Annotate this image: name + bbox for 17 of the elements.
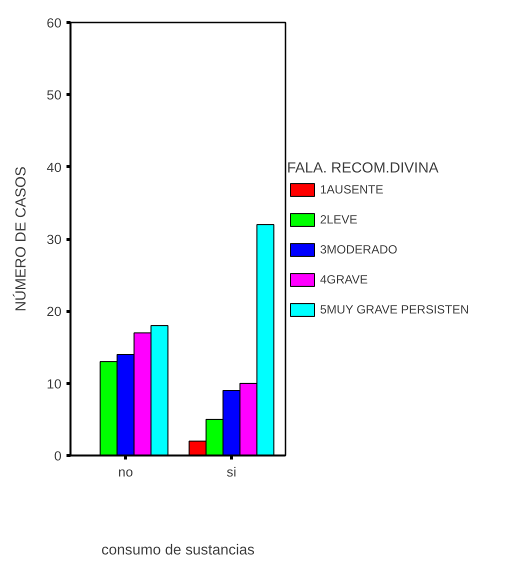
legend-label: 2LEVE [320, 212, 358, 226]
legend-title: FALA. RECOM.DIVINA [287, 160, 440, 176]
legend-label: 1AUSENTE [320, 182, 384, 196]
y-tick-label: 0 [54, 448, 62, 464]
y-tick-label: 40 [46, 160, 62, 175]
y-axis-title: NÚMERO DE CASOS [12, 166, 30, 312]
legend-label: 5MUY GRAVE PERSISTEN [320, 302, 469, 316]
legend-label: 4GRAVE [320, 272, 368, 286]
x-tick-label: si [226, 464, 236, 480]
y-tick-label: 50 [46, 88, 62, 103]
x-axis-title: consumo de sustancias [101, 542, 255, 558]
x-tick-label: no [118, 464, 133, 480]
y-tick-label: 20 [46, 304, 62, 320]
y-tick-label: 30 [46, 232, 62, 247]
y-tick-label: 10 [46, 376, 62, 392]
y-tick-label: 60 [46, 16, 62, 30]
legend-label: 3MODERADO [320, 242, 398, 256]
